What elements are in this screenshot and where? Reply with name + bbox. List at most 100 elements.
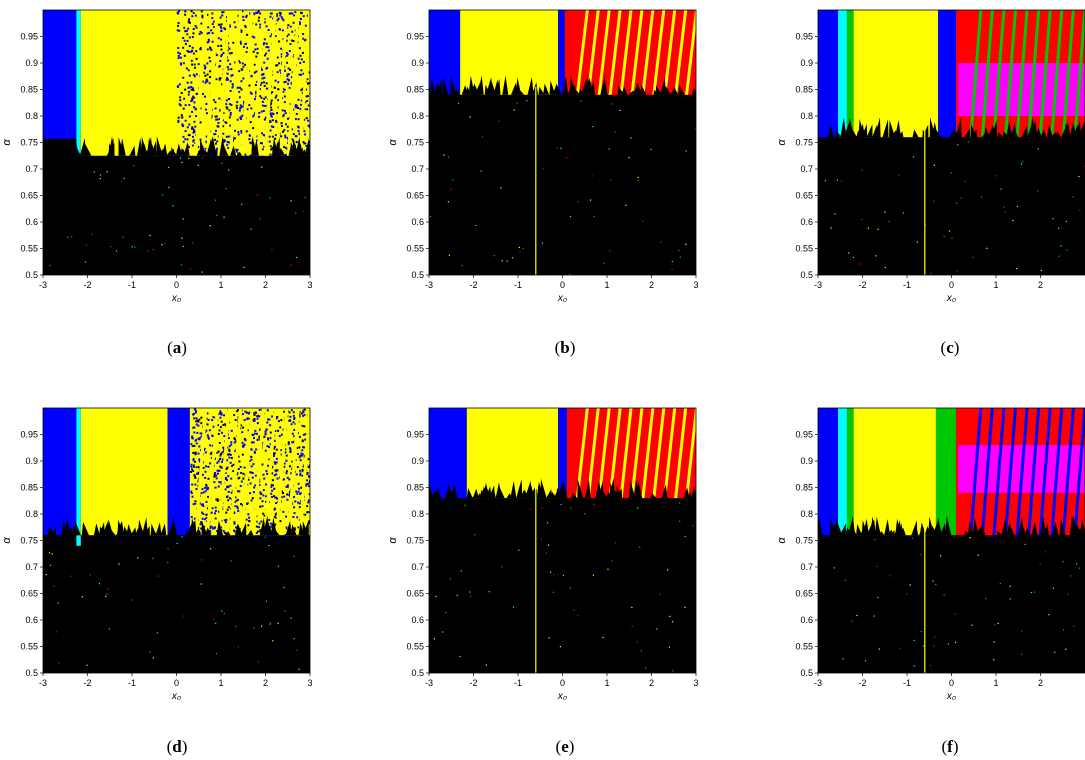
scatter-dot <box>861 169 863 171</box>
speckle <box>303 446 306 449</box>
x-tick-label: 1 <box>218 280 223 290</box>
y-tick-label: 0.65 <box>20 191 38 201</box>
speckle <box>277 17 280 20</box>
scatter-dot <box>993 641 995 643</box>
boundary-spike <box>573 89 580 95</box>
scatter-dot <box>867 227 869 229</box>
speckle <box>260 73 263 76</box>
stripe <box>980 408 994 536</box>
speckle <box>263 435 266 438</box>
speckle <box>280 125 283 128</box>
speckle <box>273 439 276 442</box>
speckle <box>241 114 244 117</box>
scatter-dot <box>256 194 258 196</box>
speckle <box>254 43 257 46</box>
speckle <box>307 511 310 514</box>
scatter-dot <box>296 649 298 651</box>
speckle <box>265 428 268 431</box>
boundary-spike <box>617 85 624 95</box>
speckle <box>227 135 230 138</box>
speckle <box>177 47 180 50</box>
region-4 <box>935 408 956 536</box>
speckle <box>279 520 282 523</box>
speckle <box>275 512 278 515</box>
scatter-dot <box>640 650 643 652</box>
speckle <box>279 69 282 72</box>
stripe <box>630 10 644 95</box>
stripe <box>1050 10 1064 138</box>
speckle <box>281 109 284 112</box>
scatter-dot <box>123 177 125 179</box>
x-tick-label: 1 <box>993 280 998 290</box>
boundary-spike <box>85 145 92 156</box>
boundary-spike <box>484 84 491 95</box>
speckle <box>230 443 233 446</box>
speckle <box>241 62 244 65</box>
speckle <box>261 100 264 103</box>
scatter-dot <box>630 137 632 139</box>
boundary-spike <box>1002 131 1009 138</box>
scatter-dot <box>878 648 881 650</box>
speckle <box>234 26 237 29</box>
speckle <box>249 12 252 15</box>
scatter-dot <box>834 213 836 215</box>
speckle <box>239 116 242 119</box>
boundary-spike <box>912 129 919 138</box>
scatter-dot <box>671 260 673 263</box>
speckle <box>252 12 255 15</box>
boundary-spike <box>1079 518 1085 536</box>
speckle <box>257 414 260 417</box>
speckle <box>307 119 310 122</box>
x-tick-label: -1 <box>514 678 522 688</box>
speckle <box>256 415 259 418</box>
speckle <box>262 494 265 497</box>
speckle <box>255 520 258 523</box>
stripe <box>229 10 243 156</box>
speckle <box>191 468 194 471</box>
scatter-dot <box>1072 196 1074 198</box>
speckle <box>275 461 278 464</box>
scatter-dot <box>213 618 215 620</box>
boundary-spike <box>555 83 562 95</box>
speckle <box>226 143 229 146</box>
speckle <box>177 119 180 122</box>
x-tick-label: -1 <box>514 280 522 290</box>
speckle <box>255 411 258 414</box>
scatter-dot <box>449 578 451 580</box>
speckle <box>235 440 238 443</box>
boundary-spike <box>297 148 304 156</box>
y-tick-label: 0.7 <box>25 562 38 572</box>
x-tick-label: -3 <box>814 280 822 290</box>
speckle <box>247 524 250 527</box>
scatter-dot <box>501 566 503 568</box>
speckle <box>218 481 221 484</box>
speckle <box>187 86 190 89</box>
speckle <box>278 28 281 31</box>
speckle <box>248 134 251 137</box>
speckle <box>191 63 194 66</box>
panel-c: -3 -2 -1 0 1 2 0.5 0.55 0.6 0.65 0.7 0.75 0.8 0.85 0.9… <box>775 0 1085 305</box>
scatter-dot <box>106 171 108 173</box>
speckle <box>298 456 301 459</box>
speckle <box>250 92 253 95</box>
scatter-dot <box>107 588 109 590</box>
y-tick-label: 0.9 <box>411 456 424 466</box>
speckle <box>239 40 242 43</box>
speckle <box>209 462 212 465</box>
scatter-dot <box>650 148 652 151</box>
speckle <box>221 451 224 454</box>
speckle <box>239 107 242 110</box>
speckle <box>280 433 283 436</box>
speckle <box>284 153 287 156</box>
boundary-spike <box>818 517 823 536</box>
speckle <box>235 107 238 110</box>
speckle <box>204 95 207 98</box>
speckle <box>228 450 231 453</box>
speckle <box>228 24 231 27</box>
speckle <box>219 416 222 419</box>
scatter-dot <box>137 557 139 559</box>
speckle <box>236 410 239 413</box>
speckle <box>197 424 200 427</box>
speckle <box>232 470 235 473</box>
speckle <box>302 414 305 417</box>
